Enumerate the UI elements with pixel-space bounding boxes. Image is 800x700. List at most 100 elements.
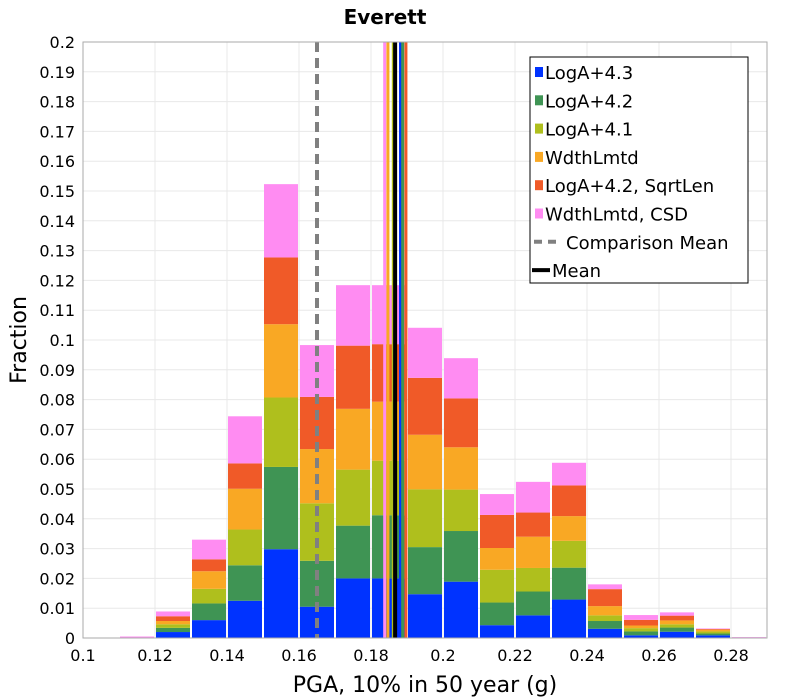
x-axis-title: PGA, 10% in 50 year (g)	[293, 673, 557, 698]
bar-3-8	[408, 434, 442, 490]
y-tick-label: 0.06	[39, 450, 75, 469]
y-axis-ticks: 0 0.01 0.02 0.03 0.04 0.05 0.06 0.07 0.08 0.09 0.1…	[39, 33, 75, 648]
bar-2-8	[408, 489, 442, 548]
bar-5-2	[192, 539, 226, 560]
bar-0-10	[480, 625, 514, 638]
bar-3-13	[588, 606, 622, 616]
bar-4-15	[660, 615, 694, 621]
x-axis-ticks: 0.1 0.12 0.14 0.16 0.18 0.2 0.22 0.24 0.26 0.28	[70, 646, 749, 665]
bar-4-6	[336, 345, 370, 409]
bar-3-1	[156, 621, 190, 625]
y-tick-label: 0.13	[39, 242, 75, 261]
bar-5-13	[588, 584, 622, 590]
bar-1-4	[264, 466, 298, 550]
x-tick-label: 0.16	[281, 646, 317, 665]
y-tick-label: 0.16	[39, 152, 75, 171]
bar-2-14	[624, 628, 658, 632]
bar-0-16	[696, 635, 730, 638]
bar-4-3	[228, 463, 262, 489]
bar-2-4	[264, 397, 298, 467]
bar-0-15	[660, 631, 694, 638]
bar-3-2	[192, 571, 226, 589]
mean-lines	[315, 42, 408, 638]
bar-3-11	[516, 536, 550, 568]
bar-4-8	[408, 377, 442, 435]
bar-5-1	[156, 611, 190, 617]
bar-0-1	[156, 632, 190, 638]
bar-3-3	[228, 488, 262, 530]
legend-label: LogA+4.2	[545, 91, 633, 112]
bar-5-17	[732, 637, 766, 638]
bar-2-2	[192, 588, 226, 604]
bar-1-3	[228, 565, 262, 601]
y-tick-label: 0.05	[39, 480, 75, 499]
legend-label: WdthLmtd, CSD	[545, 205, 688, 226]
legend-swatch-5	[535, 208, 543, 219]
bar-4-5	[300, 396, 334, 450]
bar-2-3	[228, 529, 262, 566]
x-tick-label: 0.1	[70, 646, 95, 665]
legend-swatch-2	[535, 123, 543, 134]
bar-5-4	[264, 184, 298, 258]
bar-1-11	[516, 591, 550, 616]
y-tick-label: 0.17	[39, 122, 75, 141]
bar-5-10	[480, 494, 514, 515]
y-tick-label: 0.1	[50, 331, 75, 350]
x-tick-label: 0.12	[137, 646, 173, 665]
bar-2-13	[588, 615, 622, 622]
y-tick-label: 0.19	[39, 63, 75, 82]
bar-3-12	[552, 516, 586, 541]
x-tick-label: 0.26	[641, 646, 677, 665]
legend: LogA+4.3 LogA+4.2 LogA+4.1 WdthLmtd LogA+4.2…	[529, 56, 749, 284]
plot-frame	[82, 41, 768, 639]
bar-4-2	[192, 559, 226, 572]
x-tick-label: 0.28	[713, 646, 749, 665]
bar-2-15	[660, 624, 694, 628]
bar-4-14	[624, 619, 658, 626]
x-tick-label: 0.2	[430, 646, 455, 665]
bar-5-3	[228, 416, 262, 464]
y-tick-label: 0.14	[39, 212, 75, 231]
bar-5-0	[120, 636, 154, 638]
bar-4-16	[696, 628, 730, 630]
bar-2-1	[156, 624, 190, 628]
bar-2-16	[696, 631, 730, 634]
y-tick-label: 0	[65, 629, 75, 648]
bar-1-9	[444, 531, 478, 582]
legend-label: Comparison Mean	[566, 233, 729, 254]
bar-0-12	[552, 599, 586, 638]
bar-0-9	[444, 581, 478, 638]
bar-2-12	[552, 540, 586, 568]
y-axis-title: Fraction	[7, 296, 32, 384]
bar-5-12	[552, 462, 586, 486]
bar-3-10	[480, 548, 514, 570]
bar-1-13	[588, 621, 622, 629]
y-tick-label: 0.01	[39, 599, 75, 618]
bar-5-6	[336, 285, 370, 346]
bar-2-11	[516, 567, 550, 592]
bar-0-3	[228, 600, 262, 638]
bar-3-9	[444, 447, 478, 490]
x-tick-label: 0.22	[497, 646, 533, 665]
legend-label: LogA+4.3	[545, 63, 633, 84]
y-tick-label: 0.15	[39, 182, 75, 201]
bar-1-14	[624, 631, 658, 636]
bar-3-4	[264, 324, 298, 398]
x-tick-label: 0.24	[569, 646, 605, 665]
bar-2-9	[444, 489, 478, 532]
bar-4-10	[480, 514, 514, 549]
y-tick-label: 0.2	[50, 33, 75, 52]
x-tick-label: 0.18	[353, 646, 389, 665]
bar-5-15	[660, 612, 694, 616]
legend-label: WdthLmtd	[545, 148, 639, 169]
bar-2-6	[336, 469, 370, 526]
y-tick-label: 0.08	[39, 391, 75, 410]
legend-swatch-0	[535, 67, 543, 77]
x-tick-label: 0.14	[209, 646, 245, 665]
legend-swatch-3	[535, 151, 543, 162]
bar-5-9	[444, 358, 478, 399]
bar-1-16	[696, 633, 730, 636]
bar-3-14	[624, 625, 658, 629]
bar-5-8	[408, 327, 442, 378]
